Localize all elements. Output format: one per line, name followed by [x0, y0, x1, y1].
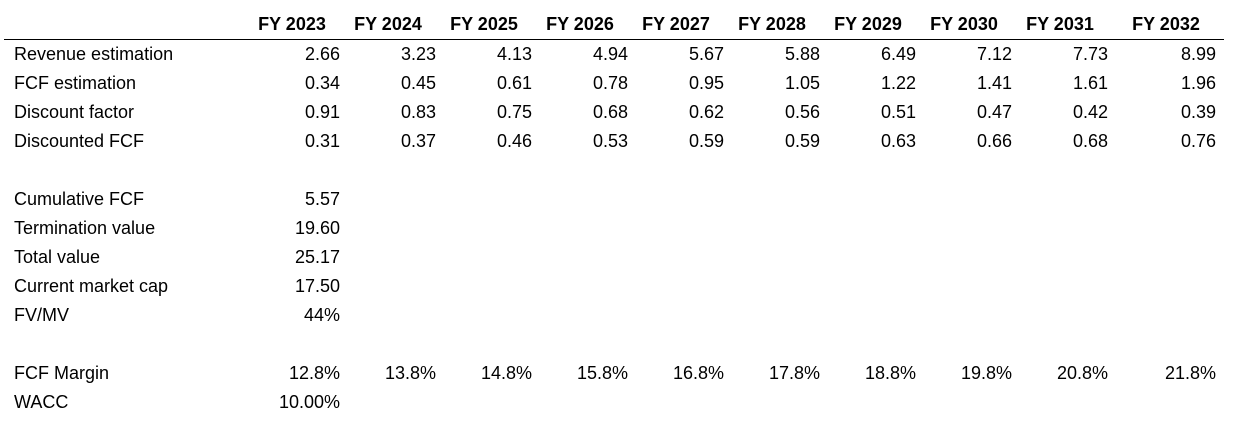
value-cell[interactable]: 1.96: [1180, 73, 1216, 93]
row-current-market-cap: Current market cap 17.50: [0, 272, 1234, 301]
year-header[interactable]: FY 2028: [738, 14, 806, 34]
header-row: FY 2023 FY 2024 FY 2025 FY 2026 FY 2027 …: [0, 10, 1234, 39]
value-cell[interactable]: 17.8%: [768, 363, 820, 383]
value-cell[interactable]: 5.67: [688, 44, 724, 64]
value-cell[interactable]: 0.37: [400, 131, 436, 151]
row-label[interactable]: FV/MV: [14, 305, 70, 325]
row-revenue-estimation: Revenue estimation 2.66 3.23 4.13 4.94 5…: [0, 40, 1234, 69]
value-cell[interactable]: 44%: [303, 305, 340, 325]
value-cell[interactable]: 14.8%: [480, 363, 532, 383]
value-cell[interactable]: 5.88: [784, 44, 820, 64]
year-header[interactable]: FY 2026: [546, 14, 614, 34]
value-cell[interactable]: 17.50: [294, 276, 340, 296]
value-cell[interactable]: 1.41: [976, 73, 1012, 93]
row-total-value: Total value 25.17: [0, 243, 1234, 272]
value-cell[interactable]: 0.56: [784, 102, 820, 122]
year-header[interactable]: FY 2029: [834, 14, 902, 34]
row-label[interactable]: Revenue estimation: [14, 44, 174, 64]
value-cell[interactable]: 19.60: [294, 218, 340, 238]
value-cell[interactable]: 0.46: [496, 131, 532, 151]
header-divider: [4, 39, 1224, 40]
row-fcf-estimation: FCF estimation 0.34 0.45 0.61 0.78 0.95 …: [0, 69, 1234, 98]
row-fcf-margin: FCF Margin 12.8% 13.8% 14.8% 15.8% 16.8%…: [0, 359, 1234, 388]
value-cell[interactable]: 3.23: [400, 44, 436, 64]
value-cell[interactable]: 1.05: [784, 73, 820, 93]
row-fv-mv: FV/MV 44%: [0, 301, 1234, 330]
value-cell[interactable]: 8.99: [1180, 44, 1216, 64]
value-cell[interactable]: 7.12: [976, 44, 1012, 64]
value-cell[interactable]: 6.49: [880, 44, 916, 64]
row-label[interactable]: WACC: [14, 392, 69, 412]
year-header[interactable]: FY 2032: [1132, 14, 1200, 34]
value-cell[interactable]: 0.78: [592, 73, 628, 93]
value-cell[interactable]: 0.47: [976, 102, 1012, 122]
row-label[interactable]: Termination value: [14, 218, 156, 238]
row-label[interactable]: Total value: [14, 247, 101, 267]
value-cell[interactable]: 13.8%: [384, 363, 436, 383]
row-label[interactable]: Cumulative FCF: [14, 189, 145, 209]
value-cell[interactable]: 0.68: [592, 102, 628, 122]
year-header[interactable]: FY 2031: [1026, 14, 1094, 34]
value-cell[interactable]: 0.42: [1072, 102, 1108, 122]
value-cell[interactable]: 21.8%: [1164, 363, 1216, 383]
year-header[interactable]: FY 2023: [258, 14, 326, 34]
value-cell[interactable]: 0.95: [688, 73, 724, 93]
year-header[interactable]: FY 2025: [450, 14, 518, 34]
value-cell[interactable]: 0.62: [688, 102, 724, 122]
value-cell[interactable]: 0.51: [880, 102, 916, 122]
year-header[interactable]: FY 2027: [642, 14, 710, 34]
row-label[interactable]: Discount factor: [14, 102, 135, 122]
value-cell[interactable]: 10.00%: [278, 392, 340, 412]
value-cell[interactable]: 0.59: [688, 131, 724, 151]
value-cell[interactable]: 15.8%: [576, 363, 628, 383]
value-cell[interactable]: 25.17: [294, 247, 340, 267]
value-cell[interactable]: 0.76: [1180, 131, 1216, 151]
value-cell[interactable]: 1.61: [1072, 73, 1108, 93]
row-wacc: WACC 10.00%: [0, 388, 1234, 417]
value-cell[interactable]: 2.66: [304, 44, 340, 64]
value-cell[interactable]: 4.13: [496, 44, 532, 64]
value-cell[interactable]: 0.34: [304, 73, 340, 93]
value-cell[interactable]: 12.8%: [288, 363, 340, 383]
value-cell[interactable]: 5.57: [304, 189, 340, 209]
value-cell[interactable]: 0.75: [496, 102, 532, 122]
value-cell[interactable]: 0.31: [304, 131, 340, 151]
row-discounted-fcf: Discounted FCF 0.31 0.37 0.46 0.53 0.59 …: [0, 127, 1234, 156]
value-cell[interactable]: 0.59: [784, 131, 820, 151]
row-cumulative-fcf: Cumulative FCF 5.57: [0, 185, 1234, 214]
value-cell[interactable]: 0.83: [400, 102, 436, 122]
year-header[interactable]: FY 2030: [930, 14, 998, 34]
value-cell[interactable]: 0.45: [400, 73, 436, 93]
value-cell[interactable]: 0.39: [1180, 102, 1216, 122]
value-cell[interactable]: 4.94: [592, 44, 628, 64]
value-cell[interactable]: 20.8%: [1056, 363, 1108, 383]
row-discount-factor: Discount factor 0.91 0.83 0.75 0.68 0.62…: [0, 98, 1234, 127]
row-label[interactable]: FCF Margin: [14, 363, 110, 383]
row-label[interactable]: Discounted FCF: [14, 131, 145, 151]
value-cell[interactable]: 16.8%: [672, 363, 724, 383]
value-cell[interactable]: 0.61: [496, 73, 532, 93]
row-label[interactable]: Current market cap: [14, 276, 169, 296]
value-cell[interactable]: 19.8%: [960, 363, 1012, 383]
year-header[interactable]: FY 2024: [354, 14, 422, 34]
value-cell[interactable]: 0.91: [304, 102, 340, 122]
value-cell[interactable]: 1.22: [880, 73, 916, 93]
value-cell[interactable]: 0.68: [1072, 131, 1108, 151]
value-cell[interactable]: 7.73: [1072, 44, 1108, 64]
row-termination-value: Termination value 19.60: [0, 214, 1234, 243]
value-cell[interactable]: 0.53: [592, 131, 628, 151]
value-cell[interactable]: 18.8%: [864, 363, 916, 383]
value-cell[interactable]: 0.63: [880, 131, 916, 151]
row-label[interactable]: FCF estimation: [14, 73, 137, 93]
value-cell[interactable]: 0.66: [976, 131, 1012, 151]
